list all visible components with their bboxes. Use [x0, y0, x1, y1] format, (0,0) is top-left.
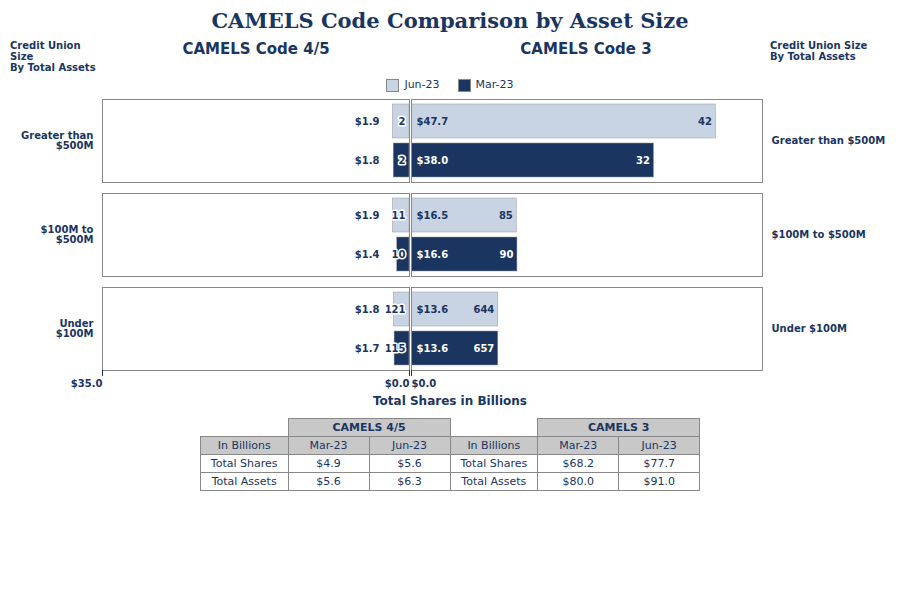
svg-text:$13.6: $13.6 — [417, 304, 449, 315]
html-text:CAMELS Code 4/5: CAMELS Code 4/5 — [182, 40, 330, 58]
html-text:Mar-23: Mar-23 — [309, 439, 348, 452]
svg-text:$1.9: $1.9 — [355, 210, 380, 221]
svg-text:121: 121 — [385, 304, 406, 315]
html-text:Mar-23: Mar-23 — [475, 78, 514, 92]
svg-text:$100M to$500M: $100M to$500M — [41, 224, 94, 245]
svg-text:2: 2 — [399, 116, 406, 127]
html-text:CAMELS 3: CAMELS 3 — [587, 421, 650, 434]
svg-text:$0.0: $0.0 — [412, 378, 437, 389]
html-text:In Billions: In Billions — [467, 439, 521, 452]
svg-text:$47.7: $47.7 — [417, 116, 449, 127]
svg-text:$16.5: $16.5 — [417, 210, 449, 221]
html-text:Credit Union Size By Total Ass: Credit Union Size By Total Assets — [10, 40, 96, 73]
svg-text:644: 644 — [473, 304, 494, 315]
svg-text:Greater than $500M: Greater than $500M — [772, 135, 886, 146]
html-text:$5.6: $5.6 — [397, 457, 422, 470]
svg-text:90: 90 — [500, 249, 514, 260]
html-text:Jun-23: Jun-23 — [404, 78, 440, 92]
html-text:Total Assets: Total Assets — [211, 475, 277, 488]
html-text:Total Shares: Total Shares — [460, 457, 528, 470]
svg-text:$16.6: $16.6 — [417, 249, 449, 260]
svg-text:42: 42 — [698, 116, 712, 127]
html-text:$6.3: $6.3 — [397, 475, 422, 488]
svg-text:$1.8: $1.8 — [355, 304, 380, 315]
svg-text:85: 85 — [499, 210, 513, 221]
svg-text:$100M to $500M: $100M to $500M — [772, 229, 866, 240]
html-text:$77.7: $77.7 — [643, 457, 675, 470]
svg-text:$1.7: $1.7 — [355, 343, 380, 354]
svg-text:657: 657 — [473, 343, 494, 354]
svg-text:$13.6: $13.6 — [417, 343, 449, 354]
svg-text:$1.8: $1.8 — [355, 155, 380, 166]
html-text:Jun-23: Jun-23 — [391, 439, 428, 452]
svg-text:$1.4: $1.4 — [355, 249, 380, 260]
svg-text:$0.0: $0.0 — [385, 378, 410, 389]
html-text:CAMELS 4/5: CAMELS 4/5 — [332, 421, 406, 434]
html-text:CAMELS Code Comparison by Asse: CAMELS Code Comparison by Asset Size — [211, 8, 689, 33]
svg-text:115: 115 — [385, 343, 406, 354]
svg-text:32: 32 — [636, 155, 650, 166]
html-text:Mar-23: Mar-23 — [559, 439, 598, 452]
html-text:Credit Union Size By Total Ass: Credit Union Size By Total Assets — [770, 40, 868, 62]
html-text:Total Shares: Total Shares — [210, 457, 278, 470]
svg-text:Greater than$500M: Greater than$500M — [21, 130, 93, 151]
html-text:Total Shares in Billions: Total Shares in Billions — [373, 394, 527, 408]
svg-text:10: 10 — [392, 249, 406, 260]
html-text:$80.0: $80.0 — [562, 475, 594, 488]
html-text:In Billions: In Billions — [217, 439, 271, 452]
html-text:$91.0: $91.0 — [643, 475, 675, 488]
svg-text:$38.0: $38.0 — [417, 155, 449, 166]
html-text:$68.2: $68.2 — [562, 457, 594, 470]
svg-text:Under $100M: Under $100M — [772, 323, 847, 334]
html-text:Jun-23: Jun-23 — [641, 439, 677, 452]
svg-text:Under$100M: Under$100M — [56, 318, 94, 339]
svg-text:11: 11 — [392, 210, 406, 221]
html-text:Total Assets: Total Assets — [461, 475, 527, 488]
svg-text:$35.0: $35.0 — [71, 378, 103, 389]
html-text:$5.6: $5.6 — [316, 475, 341, 488]
html-text:$4.9: $4.9 — [316, 457, 341, 470]
html-text:CAMELS Code 3: CAMELS Code 3 — [520, 40, 652, 58]
svg-text:$1.9: $1.9 — [355, 116, 380, 127]
svg-text:2: 2 — [399, 155, 406, 166]
